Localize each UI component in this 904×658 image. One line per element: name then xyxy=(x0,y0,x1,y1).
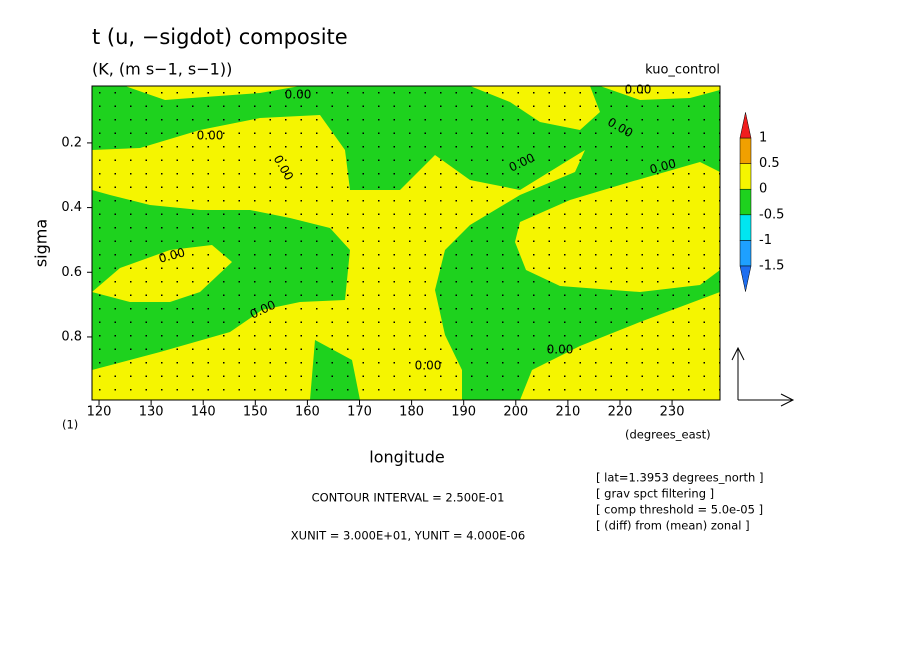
colorbar-label: 0 xyxy=(759,182,767,197)
x-tick-label: 170 xyxy=(347,405,372,420)
chart-title: t (u, −sigdot) composite xyxy=(92,25,348,49)
colorbar-label: 1 xyxy=(759,131,767,146)
colorbar-box xyxy=(739,163,752,190)
x-axis-label: longitude xyxy=(369,448,444,467)
x-tick-label: 160 xyxy=(295,405,320,420)
note: [ lat=1.3953 degrees_north ] xyxy=(596,471,763,485)
contour-label: 0.00 xyxy=(157,245,186,265)
colorbar-box xyxy=(739,214,752,241)
x-tick-label: 190 xyxy=(451,405,476,420)
x-tick-label: 150 xyxy=(243,405,268,420)
contour-label: 0.00 xyxy=(197,129,224,143)
x-tick-label: 180 xyxy=(399,405,424,420)
colorbar-end xyxy=(739,265,752,292)
reference-vector xyxy=(731,346,795,407)
chart-subtitle: (K, (m s−1, s−1)) xyxy=(92,60,232,79)
colorbar-label: 0.5 xyxy=(759,156,780,171)
contour-field xyxy=(92,86,720,400)
contour-label: 0.00 xyxy=(625,83,652,97)
y-tick-label: 0.4 xyxy=(61,200,82,215)
x-tick-label: 140 xyxy=(191,405,216,420)
y-tick-label: 0.6 xyxy=(61,265,82,280)
contour-interval: CONTOUR INTERVAL = 2.500E-01 xyxy=(312,491,505,505)
y-axis-units: (1) xyxy=(62,418,78,432)
colorbar-box xyxy=(739,188,752,216)
contour-label: 0.00 xyxy=(415,359,442,373)
x-tick-label: 220 xyxy=(608,405,633,420)
y-tick-label: 0.8 xyxy=(61,329,82,344)
reference-arrow xyxy=(731,346,745,400)
run-name: kuo_control xyxy=(645,63,720,78)
note: [ (diff) from (mean) zonal ] xyxy=(596,519,750,533)
colorbar-label: -0.5 xyxy=(759,207,784,222)
x-tick-label: 200 xyxy=(503,405,528,420)
x-axis-units: (degrees_east) xyxy=(625,428,711,442)
note: [ grav spct filtering ] xyxy=(596,487,714,501)
contour-label: 0.00 xyxy=(285,88,312,102)
y-tick-label: 0.2 xyxy=(61,135,82,150)
note: [ comp threshold = 5.0e-05 ] xyxy=(596,503,763,517)
colorbar-end xyxy=(739,112,752,139)
plot-frame xyxy=(91,85,721,401)
x-tick-label: 130 xyxy=(139,405,164,420)
colorbar-box xyxy=(739,240,752,267)
y-axis-label: sigma xyxy=(32,219,51,267)
reference-arrow xyxy=(738,393,795,407)
vector-units: XUNIT = 3.000E+01, YUNIT = 4.000E-06 xyxy=(291,529,525,543)
x-tick-label: 230 xyxy=(660,405,685,420)
contour-label: 0.00 xyxy=(648,156,677,176)
contour-label: 0.00 xyxy=(547,343,574,357)
colorbar-label: -1 xyxy=(759,233,772,248)
x-tick-label: 120 xyxy=(87,405,112,420)
colorbar-label: -1.5 xyxy=(759,259,784,274)
colorbar-box xyxy=(739,137,752,164)
vector-field xyxy=(92,86,720,400)
x-tick-label: 210 xyxy=(555,405,580,420)
